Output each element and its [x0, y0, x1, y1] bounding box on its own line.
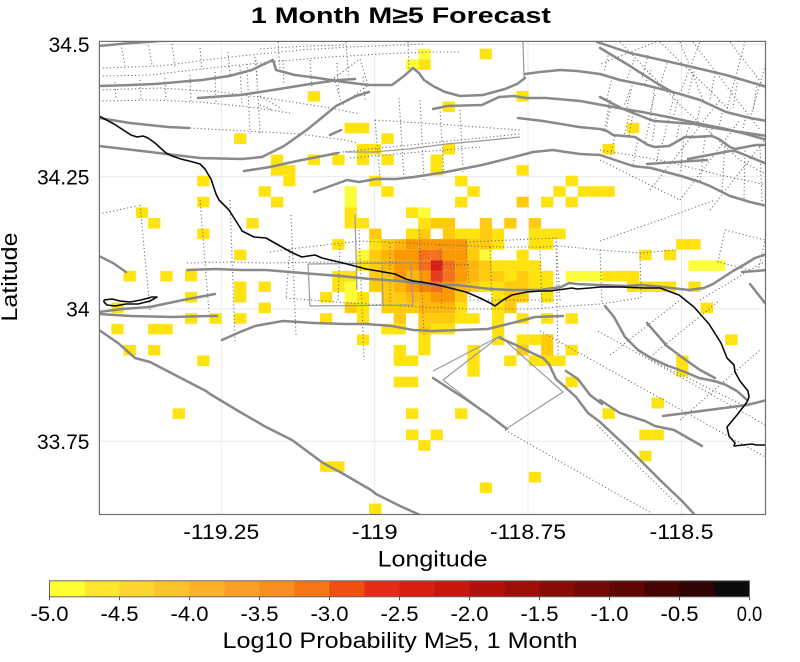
svg-text:-4.5: -4.5	[101, 603, 139, 626]
svg-text:-3.0: -3.0	[311, 603, 349, 626]
svg-text:Log10 Probability M≥5, 1 Month: Log10 Probability M≥5, 1 Month	[223, 628, 578, 653]
svg-text:-2.5: -2.5	[381, 603, 419, 626]
svg-text:-1.5: -1.5	[521, 603, 559, 626]
svg-text:0.0: 0.0	[737, 603, 763, 626]
svg-text:-119.25: -119.25	[183, 521, 259, 544]
svg-text:Longitude: Longitude	[378, 547, 488, 572]
svg-text:34.5: 34.5	[49, 34, 90, 57]
svg-text:34: 34	[66, 299, 90, 322]
svg-text:Latitude: Latitude	[0, 233, 22, 322]
svg-text:-3.5: -3.5	[241, 603, 279, 626]
svg-text:1 Month M≥5 Forecast: 1 Month M≥5 Forecast	[251, 3, 552, 28]
svg-text:-1.0: -1.0	[591, 603, 629, 626]
svg-text:-119: -119	[352, 521, 398, 544]
svg-text:-4.0: -4.0	[171, 603, 209, 626]
svg-text:-118.75: -118.75	[490, 521, 566, 544]
svg-text:-0.5: -0.5	[661, 603, 699, 626]
svg-text:-2.0: -2.0	[451, 603, 489, 626]
svg-text:-5.0: -5.0	[31, 603, 69, 626]
svg-text:-118.5: -118.5	[650, 521, 714, 544]
svg-text:33.75: 33.75	[37, 431, 90, 454]
svg-text:34.25: 34.25	[37, 166, 90, 189]
